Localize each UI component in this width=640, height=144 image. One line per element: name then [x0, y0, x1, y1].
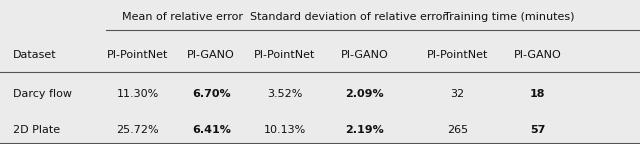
Text: 18: 18	[530, 89, 545, 99]
Text: PI-GANO: PI-GANO	[188, 50, 235, 60]
Text: PI-PointNet: PI-PointNet	[107, 50, 168, 60]
Text: 11.30%: 11.30%	[116, 89, 159, 99]
Text: 2.09%: 2.09%	[346, 89, 384, 99]
Text: 10.13%: 10.13%	[264, 125, 306, 135]
Text: PI-PointNet: PI-PointNet	[254, 50, 316, 60]
Text: Training time (minutes): Training time (minutes)	[444, 12, 574, 22]
Text: PI-GANO: PI-GANO	[341, 50, 388, 60]
Text: 32: 32	[451, 89, 465, 99]
Text: PI-GANO: PI-GANO	[514, 50, 561, 60]
Text: Dataset: Dataset	[13, 50, 56, 60]
Text: 6.41%: 6.41%	[192, 125, 230, 135]
Text: Darcy flow: Darcy flow	[13, 89, 72, 99]
Text: 6.70%: 6.70%	[192, 89, 230, 99]
Text: 25.72%: 25.72%	[116, 125, 159, 135]
Text: Standard deviation of relative error: Standard deviation of relative error	[250, 12, 447, 22]
Text: 2D Plate: 2D Plate	[13, 125, 60, 135]
Text: 3.52%: 3.52%	[267, 89, 303, 99]
Text: PI-PointNet: PI-PointNet	[427, 50, 488, 60]
Text: 57: 57	[530, 125, 545, 135]
Text: 265: 265	[447, 125, 468, 135]
Text: Mean of relative error: Mean of relative error	[122, 12, 243, 22]
Text: 2.19%: 2.19%	[346, 125, 384, 135]
